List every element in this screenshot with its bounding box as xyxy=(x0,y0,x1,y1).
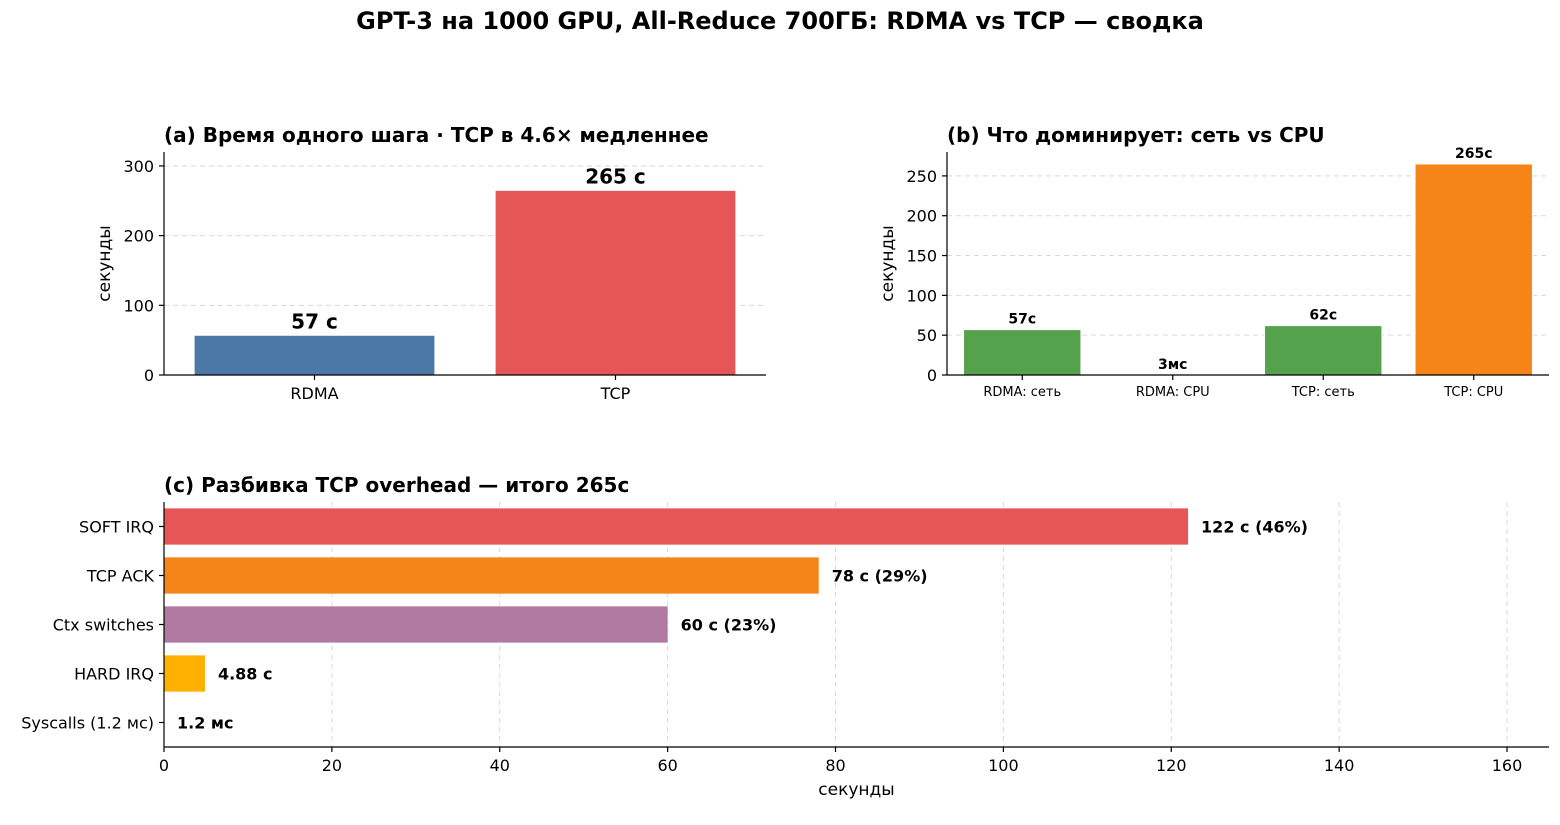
c-x-axis-label: секунды xyxy=(818,780,894,800)
c-value-label-3: 4.88 с xyxy=(218,665,273,684)
c-xtick-label-3: 60 xyxy=(657,756,677,775)
a-value-label-1: 265 с xyxy=(585,164,646,188)
c-xtick-label-1: 20 xyxy=(322,756,342,775)
c-bar-3 xyxy=(164,655,205,692)
c-bar-2 xyxy=(164,606,668,643)
c-ytick-label-2: Ctx switches xyxy=(53,616,154,635)
c-ytick-label-1: TCP ACK xyxy=(86,567,155,586)
c-xtick-label-2: 40 xyxy=(490,756,510,775)
b-xtick-label-3: TCP: CPU xyxy=(1443,385,1503,400)
a-bar-0 xyxy=(193,334,436,376)
c-xtick-label-8: 160 xyxy=(1492,756,1523,775)
c-ytick-label-0: SOFT IRQ xyxy=(79,518,154,537)
b-xtick-label-1: RDMA: CPU xyxy=(1136,385,1210,400)
b-xtick-label-2: TCP: сеть xyxy=(1291,385,1355,400)
b-y-axis-label: секунды xyxy=(878,225,898,301)
a-ytick-label-2: 200 xyxy=(123,227,154,246)
b-bar-0 xyxy=(963,329,1082,376)
b-value-label-3: 265с xyxy=(1455,146,1493,162)
c-bar-0 xyxy=(164,508,1189,545)
b-value-label-2: 62с xyxy=(1309,308,1337,324)
a-y-axis-label: секунды xyxy=(95,225,115,301)
c-value-label-0: 122 с (46%) xyxy=(1201,518,1308,537)
b-ytick-label-0: 0 xyxy=(927,366,937,385)
a-xtick-label-1: TCP xyxy=(600,384,631,403)
c-value-label-4: 1.2 мс xyxy=(177,714,233,733)
c-xtick-label-6: 120 xyxy=(1156,756,1187,775)
b-bar-3 xyxy=(1414,163,1533,376)
c-value-label-2: 60 с (23%) xyxy=(681,616,777,635)
a-value-label-0: 57 с xyxy=(291,309,338,333)
a-bar-1 xyxy=(494,189,737,376)
b-value-label-1: 3мс xyxy=(1158,357,1187,373)
c-ytick-label-3: HARD IRQ xyxy=(74,665,154,684)
c-xtick-label-4: 80 xyxy=(825,756,845,775)
c-xtick-label-0: 0 xyxy=(159,756,169,775)
c-xtick-label-7: 140 xyxy=(1324,756,1355,775)
c-ytick-label-4: Syscalls (1.2 мс) xyxy=(21,714,154,733)
b-ytick-label-4: 200 xyxy=(906,207,937,226)
b-panel-title: (b) Что доминирует: сеть vs CPU xyxy=(947,123,1325,147)
a-ytick-label-3: 300 xyxy=(123,157,154,176)
a-xtick-label-0: RDMA xyxy=(290,384,338,403)
c-xtick-label-5: 100 xyxy=(988,756,1019,775)
b-ytick-label-3: 150 xyxy=(906,247,937,266)
c-panel-title: (c) Разбивка TCP overhead — итого 265с xyxy=(164,473,629,497)
a-ytick-label-0: 0 xyxy=(144,366,154,385)
c-value-label-1: 78 с (29%) xyxy=(832,567,928,586)
b-bar-2 xyxy=(1264,325,1383,376)
c-bar-1 xyxy=(164,557,819,594)
a-panel-title: (a) Время одного шага · TCP в 4.6× медле… xyxy=(164,123,709,147)
b-value-label-0: 57с xyxy=(1008,312,1036,328)
b-ytick-label-1: 50 xyxy=(917,326,937,345)
b-ytick-label-5: 250 xyxy=(906,167,937,186)
b-ytick-label-2: 100 xyxy=(906,286,937,305)
a-ytick-label-1: 100 xyxy=(123,296,154,315)
figure-title: GPT-3 на 1000 GPU, All-Reduce 700ГБ: RDM… xyxy=(356,7,1204,35)
b-xtick-label-0: RDMA: сеть xyxy=(983,385,1061,400)
